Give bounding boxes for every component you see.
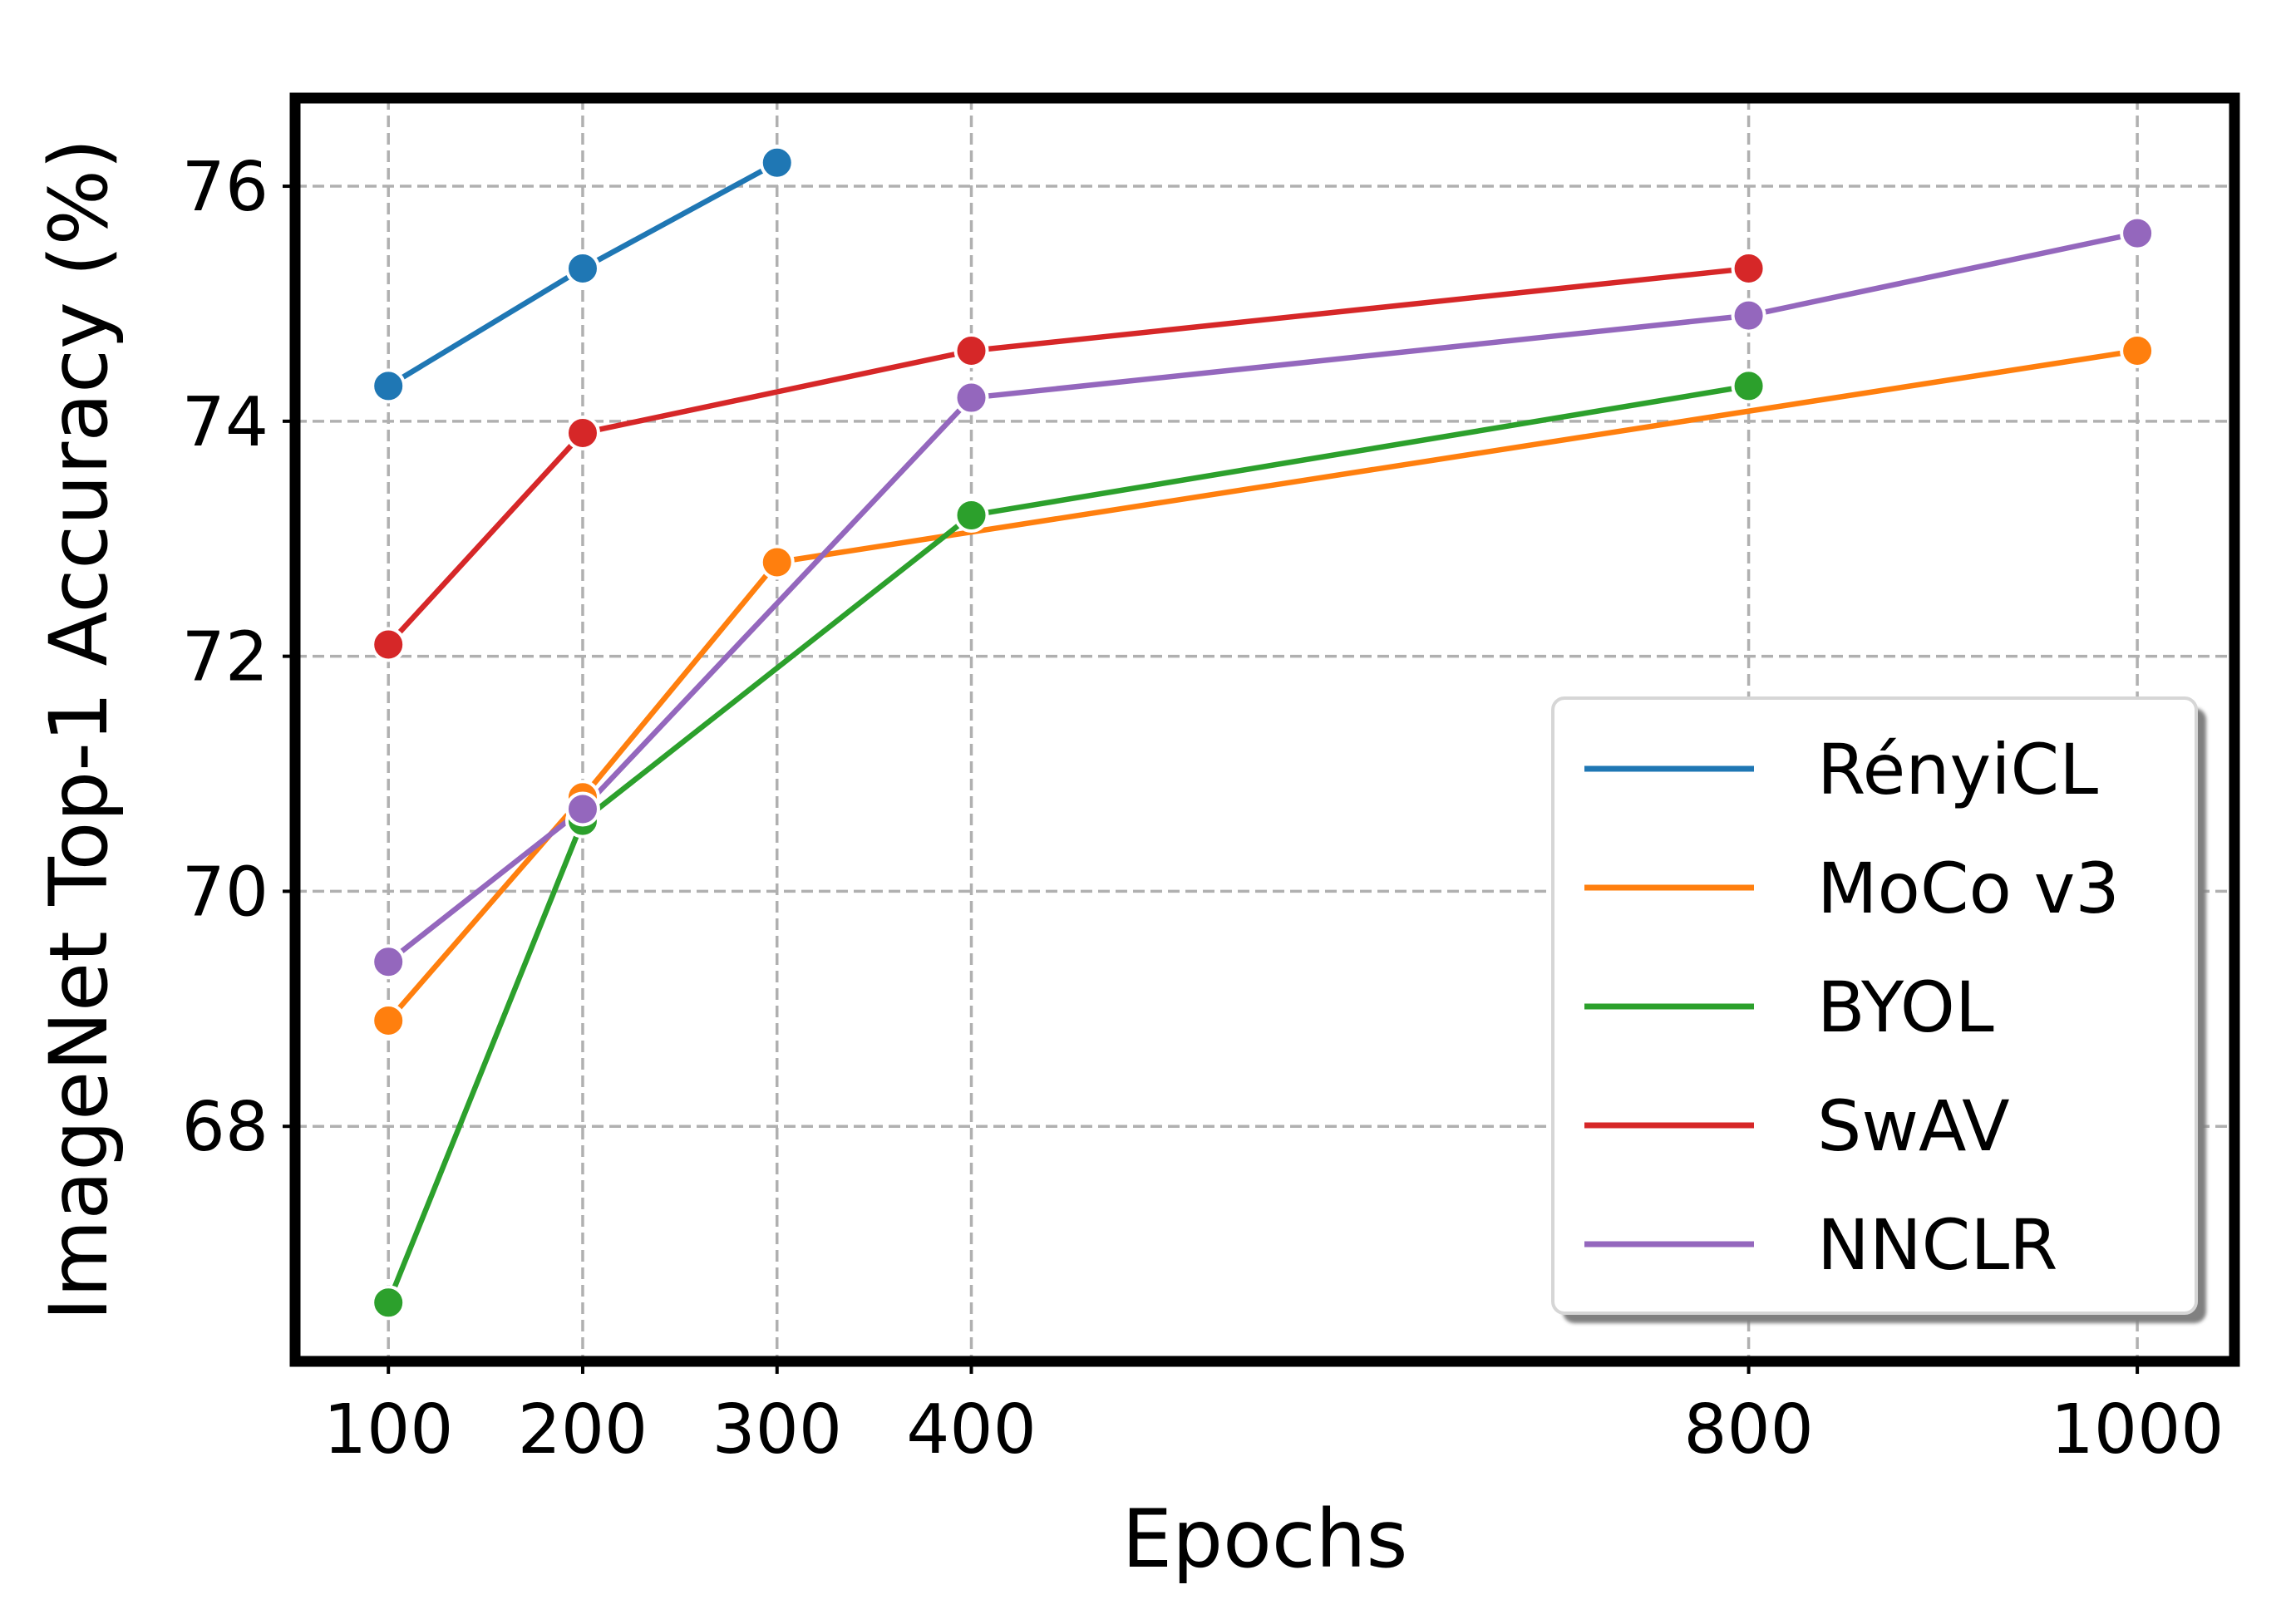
y-tick-label: 76 xyxy=(182,148,269,227)
legend-label-swav: SwAV xyxy=(1817,1085,2010,1167)
x-axis-title: Epochs xyxy=(1122,1493,1408,1586)
series-line-moco-v3 xyxy=(384,347,2141,1025)
data-point-renyicl xyxy=(564,251,600,287)
data-point-nnclr xyxy=(371,944,406,980)
data-point-nnclr xyxy=(1731,298,1766,333)
y-tick-label: 74 xyxy=(182,383,269,462)
data-points xyxy=(371,145,2155,1321)
data-point-nnclr xyxy=(564,791,600,827)
series-line-swav xyxy=(384,265,1752,649)
plot-frame xyxy=(289,92,2240,1367)
series-line-byol xyxy=(384,382,1752,1307)
legend-label-renyicl: RényiCL xyxy=(1817,729,2098,810)
axis-ticks: 100 200 300 400 800 1000 68 70 72 74 76 xyxy=(182,148,2224,1469)
y-tick-label: 68 xyxy=(182,1088,269,1167)
y-tick-label: 72 xyxy=(182,618,269,697)
data-point-byol xyxy=(1731,368,1766,404)
y-tick-label: 70 xyxy=(182,853,269,932)
data-point-renyicl xyxy=(759,145,795,180)
legend-box xyxy=(1551,696,2198,1315)
data-point-swav xyxy=(953,333,989,368)
data-point-byol xyxy=(371,1285,406,1321)
data-point-renyicl xyxy=(371,368,406,404)
data-point-swav xyxy=(371,627,406,662)
data-point-swav xyxy=(1731,251,1766,287)
x-tick-label: 400 xyxy=(906,1390,1037,1469)
data-point-nnclr xyxy=(953,380,989,416)
legend-label-moco-v3: MoCo v3 xyxy=(1817,848,2120,929)
data-point-moco-v3 xyxy=(759,544,795,580)
x-tick-label: 300 xyxy=(712,1390,842,1469)
data-point-swav xyxy=(564,415,600,450)
x-tick-label: 100 xyxy=(323,1390,454,1469)
data-point-moco-v3 xyxy=(371,1002,406,1038)
data-point-nnclr xyxy=(2120,215,2155,251)
legend-label-byol: BYOL xyxy=(1817,967,1994,1048)
x-tick-label: 200 xyxy=(518,1390,648,1469)
legend: RényiCL MoCo v3 BYOL SwAV NNCLR xyxy=(1551,696,2206,1323)
x-tick-label: 1000 xyxy=(2051,1390,2224,1469)
y-axis-title: ImageNet Top-1 Accuracy (%) xyxy=(32,139,126,1321)
x-tick-label: 800 xyxy=(1683,1390,1814,1469)
legend-label-nnclr: NNCLR xyxy=(1817,1204,2058,1286)
data-point-byol xyxy=(953,497,989,533)
data-point-moco-v3 xyxy=(2120,333,2155,368)
